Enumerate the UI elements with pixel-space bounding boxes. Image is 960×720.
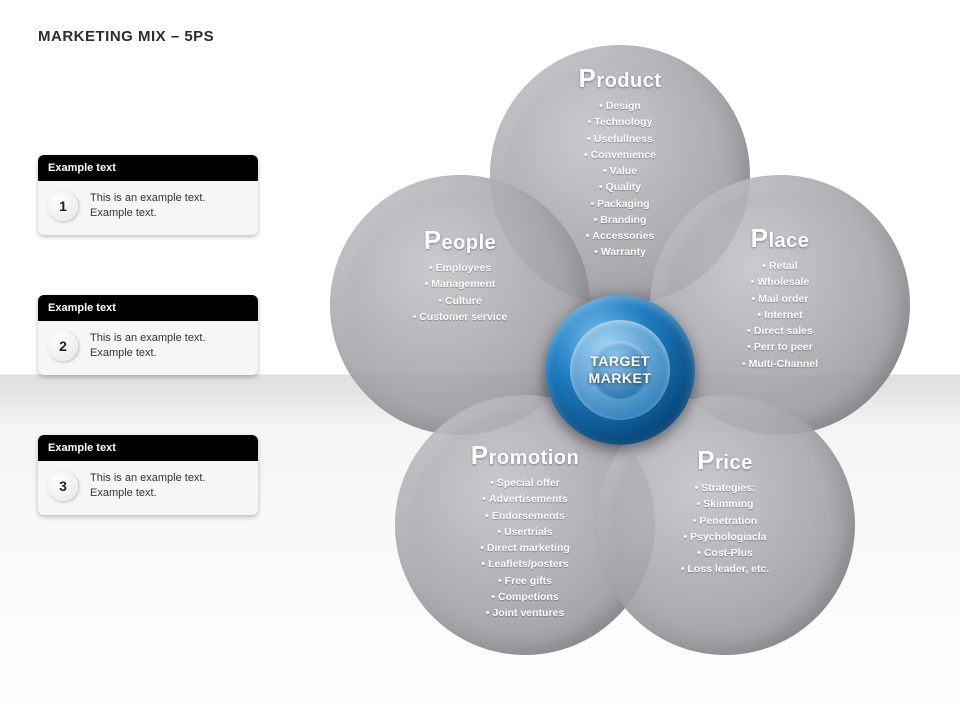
petal-item: Direct sales [650, 323, 910, 339]
petal-item: Internet [650, 307, 910, 323]
petal-title: Place [650, 223, 910, 254]
five-ps-diagram: Product DesignTechnologyUsefullnessConve… [300, 10, 940, 710]
petal-items: EmployeesManagementCultureCustomer servi… [330, 260, 590, 325]
petal-item: Retail [650, 258, 910, 274]
page-title: MARKETING MIX – 5PS [38, 28, 214, 45]
card-body-text: This is an example text. Example text. [90, 331, 248, 361]
example-card-3: Example text 3 This is an example text. … [38, 435, 258, 515]
card-body-text: This is an example text. Example text. [90, 471, 248, 501]
petal-item: Penetration [595, 513, 855, 529]
petal-item: Customer service [330, 309, 590, 325]
example-card-1: Example text 1 This is an example text. … [38, 155, 258, 235]
petal-item: Quality [490, 179, 750, 195]
petal-item: Design [490, 98, 750, 114]
card-header: Example text [38, 435, 258, 461]
petal-item: Joint ventures [395, 605, 655, 621]
petal-item: Management [330, 276, 590, 292]
petal-item: Employees [330, 260, 590, 276]
petal-item: Cost-Plus [595, 545, 855, 561]
petal-item: Convenience [490, 147, 750, 163]
card-number-badge: 1 [48, 191, 78, 221]
petal-item: Value [490, 163, 750, 179]
petal-item: Usefullness [490, 131, 750, 147]
petal-item: Culture [330, 293, 590, 309]
card-header: Example text [38, 295, 258, 321]
petal-item: Skimming [595, 496, 855, 512]
card-body-text: This is an example text. Example text. [90, 191, 248, 221]
center-label: TARGETMARKET [589, 353, 652, 388]
petal-title: Product [490, 63, 750, 94]
card-header: Example text [38, 155, 258, 181]
petal-item: Strategies: [595, 480, 855, 496]
petal-title: Price [595, 445, 855, 476]
card-number-badge: 3 [48, 471, 78, 501]
petal-item: Technology [490, 114, 750, 130]
petal-items: Strategies:SkimmingPenetrationPsychologi… [595, 480, 855, 578]
center-target-orb: TARGETMARKET [545, 295, 695, 445]
petal-item: Psychologiacla [595, 529, 855, 545]
example-card-2: Example text 2 This is an example text. … [38, 295, 258, 375]
petal-item: Wholesale [650, 274, 910, 290]
petal-title: People [330, 225, 590, 256]
petal-item: Loss leader, etc. [595, 561, 855, 577]
petal-item: Mail order [650, 291, 910, 307]
card-number-badge: 2 [48, 331, 78, 361]
